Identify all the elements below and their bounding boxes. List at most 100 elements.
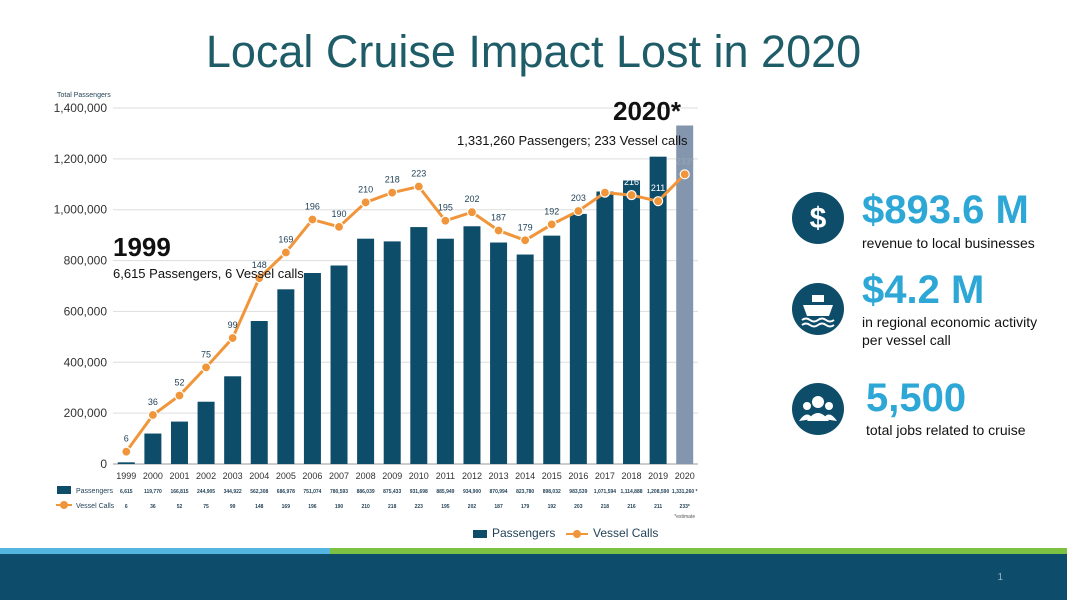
- table-passengers-value: 870,994: [490, 489, 508, 495]
- table-passengers-value: 983,539: [569, 489, 587, 495]
- table-vessel-calls-value: 218: [601, 504, 610, 510]
- table-vessel-calls-value: 211: [654, 504, 662, 510]
- stat-desc-revenue: revenue to local businesses: [862, 235, 1035, 251]
- vessel-calls-point: [174, 390, 185, 401]
- vessel-calls-point: [147, 409, 158, 421]
- vessel-calls-point: [493, 225, 504, 236]
- table-vessel-calls-value: 6: [125, 504, 128, 510]
- passenger-bar: [330, 265, 348, 464]
- table-vessel-calls-label: Vessel Calls: [76, 503, 115, 510]
- x-tick-label: 2017: [595, 471, 615, 481]
- passenger-bar: [596, 191, 614, 464]
- vessel-calls-data-label: 210: [358, 184, 373, 194]
- passenger-bar: [144, 433, 162, 464]
- x-tick-label: 2010: [409, 471, 429, 481]
- table-vessel-calls-value: 36: [150, 504, 156, 510]
- x-tick-label: 2013: [489, 471, 509, 481]
- table-passengers-value: 886,039: [357, 489, 375, 495]
- x-tick-label: 2007: [329, 471, 349, 481]
- y-tick-label: 1,200,000: [54, 152, 108, 166]
- y-tick-label: 1,000,000: [54, 203, 108, 217]
- passenger-bar: [676, 125, 694, 464]
- passenger-bar: [410, 227, 428, 464]
- passenger-bar: [569, 213, 587, 464]
- stat-value-jobs: 5,500: [866, 376, 967, 420]
- passenger-bar: [383, 241, 401, 464]
- vessel-calls-point: [466, 207, 478, 218]
- table-vessel-calls-value: 52: [177, 504, 183, 510]
- table-vessel-calls-value: 179: [521, 504, 530, 510]
- y-tick-label: 800,000: [64, 254, 108, 268]
- x-tick-label: 2009: [382, 471, 402, 481]
- passenger-bar: [516, 254, 534, 464]
- legend-passengers-swatch: [473, 529, 487, 538]
- stat-desc-economic-activity-line1: in regional economic activity: [862, 314, 1038, 330]
- passenger-bar: [623, 180, 641, 464]
- vessel-calls-point: [307, 214, 318, 225]
- vessel-calls-data-label: 179: [518, 222, 533, 232]
- stat-desc-jobs: total jobs related to cruise: [866, 422, 1026, 438]
- table-passengers-value: 780,593: [330, 489, 348, 495]
- x-tick-label: 2004: [249, 471, 269, 481]
- passenger-bar: [490, 242, 508, 464]
- table-vessel-calls-value: 148: [255, 504, 264, 510]
- table-passengers-value: 898,032: [543, 489, 561, 495]
- table-passengers-value: 823,780: [516, 489, 534, 495]
- vessel-calls-data-label: 211: [651, 183, 665, 193]
- x-tick-label: 2018: [622, 471, 642, 481]
- x-tick-label: 2006: [302, 471, 322, 481]
- passenger-bar: [436, 238, 454, 464]
- vessel-calls-data-label: 169: [278, 235, 293, 245]
- vessel-calls-data-label: 195: [438, 203, 453, 213]
- vessel-calls-point: [413, 181, 424, 192]
- vessel-calls-point: [626, 189, 637, 201]
- table-passengers-value: 344,922: [224, 489, 242, 495]
- table-passengers-value: 934,900: [463, 489, 481, 495]
- x-tick-label: 1999: [116, 471, 136, 481]
- table-passengers-value: 244,905: [197, 489, 215, 495]
- vessel-calls-point: [679, 169, 690, 180]
- stat-value-economic-activity: $4.2 M: [862, 268, 985, 312]
- vessel-calls-data-label: 36: [148, 397, 158, 407]
- vessel-calls-data-label: 233*: [675, 156, 694, 166]
- table-footnote: *estimate: [674, 514, 695, 520]
- table-passengers-value: 562,308: [250, 489, 268, 495]
- table-passengers-value: 1,071,594: [594, 489, 616, 495]
- passengers-vessel-calls-chart: Total Passengers 0 200,000 400,000 600,000 80…: [54, 92, 698, 520]
- table-passengers-value: 1,114,888: [621, 489, 643, 495]
- y-tick-label: 600,000: [64, 304, 108, 318]
- svg-text:$: $: [810, 202, 827, 235]
- vessel-calls-point: [200, 362, 212, 373]
- table-vessel-calls-value: 169: [282, 504, 291, 510]
- table-vessel-calls-value: 196: [308, 504, 317, 510]
- vessel-calls-data-label: 148: [252, 260, 267, 270]
- table-vessel-calls-value: 192: [548, 504, 557, 510]
- vessel-calls-point: [333, 221, 345, 232]
- vessel-calls-point: [546, 219, 557, 230]
- vessel-calls-point: [254, 273, 265, 284]
- y-tick-label: 1,400,000: [54, 101, 108, 115]
- table-vessel-calls-value: 210: [361, 504, 370, 510]
- x-tick-label: 2015: [542, 471, 562, 481]
- table-vessel-calls-value: 203: [574, 504, 583, 510]
- table-passengers-value: 119,770: [144, 489, 162, 495]
- passenger-bar: [224, 376, 242, 464]
- annotation-2020-year: 2020*: [613, 96, 681, 126]
- slide-title: Local Cruise Impact Lost in 2020: [205, 26, 862, 77]
- y-axis-title: Total Passengers: [57, 92, 111, 99]
- annotation-1999-year: 1999: [113, 232, 171, 262]
- table-passengers-value: 875,433: [383, 489, 401, 495]
- vessel-calls-data-label: 75: [201, 349, 211, 359]
- vessel-calls-data-label: 187: [491, 213, 506, 223]
- x-tick-label: 2001: [169, 471, 189, 481]
- table-vessel-calls-value: 75: [203, 504, 209, 510]
- table-passengers-value: 6,615: [120, 489, 133, 495]
- table-vessel-calls-value: 202: [468, 504, 477, 510]
- vessel-calls-data-label: 6: [124, 434, 129, 444]
- x-tick-label: 2011: [436, 471, 455, 481]
- vessel-calls-point: [440, 215, 451, 226]
- footer-accent-blue: [0, 548, 330, 554]
- annotation-1999-text: 6,615 Passengers, 6 Vessel calls: [113, 266, 304, 281]
- stat-value-revenue: $893.6 M: [862, 188, 1029, 232]
- table-passengers-swatch: [57, 486, 71, 494]
